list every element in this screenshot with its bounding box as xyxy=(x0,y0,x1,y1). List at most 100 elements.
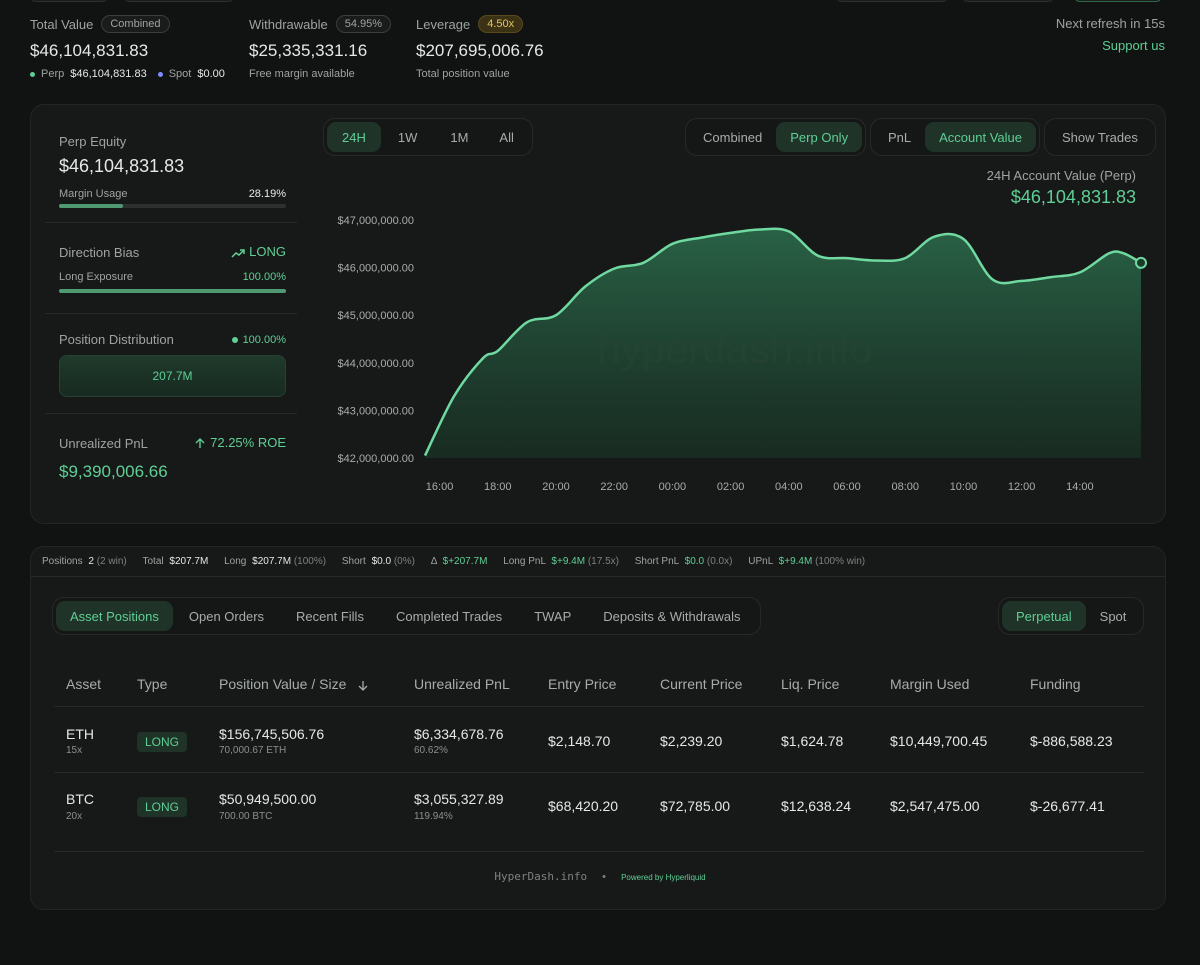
long-value: $207.7M xyxy=(252,556,292,567)
current-price: $2,239.20 xyxy=(660,733,723,749)
area-fill xyxy=(425,228,1141,458)
col-entry-price[interactable]: Entry Price xyxy=(548,676,617,692)
short-pct: (0%) xyxy=(393,556,415,567)
col-margin-used[interactable]: Margin Used xyxy=(890,676,970,692)
divider xyxy=(31,576,1165,577)
tab-spot[interactable]: Spot xyxy=(1099,608,1127,624)
withdrawable-summary: Withdrawable 54.95% $25,335,331.16 Free … xyxy=(249,15,392,80)
withdrawable-badge: 54.95% xyxy=(335,15,392,33)
col-unrealized-pnl[interactable]: Unrealized PnL xyxy=(414,676,510,692)
x-tick-label: 08:00 xyxy=(891,481,919,493)
combined-badge: Combined xyxy=(101,15,170,33)
col-position-value[interactable]: Position Value / Size xyxy=(219,676,368,692)
x-tick-label: 12:00 xyxy=(1008,481,1036,493)
short-pnl-x: (0.0x) xyxy=(706,556,733,567)
x-tick-label: 00:00 xyxy=(659,481,687,493)
footer: HyperDash.info • Powered by Hyperliquid xyxy=(0,870,1200,883)
top-ghost-button[interactable] xyxy=(30,0,108,2)
top-ghost-button[interactable] xyxy=(962,0,1054,2)
col-liq-price[interactable]: Liq. Price xyxy=(781,676,840,692)
perp-equity-value: $46,104,831.83 xyxy=(59,156,185,176)
positions-win: (2 win) xyxy=(96,556,127,567)
top-ghost-button[interactable] xyxy=(124,0,234,2)
positions-count: 2 xyxy=(88,556,94,567)
short-label: Short xyxy=(341,556,366,567)
short-pnl-label: Short PnL xyxy=(634,556,679,567)
metric-pnl[interactable]: PnL xyxy=(888,129,912,145)
divider xyxy=(45,313,297,314)
long-pct: (100%) xyxy=(293,556,327,567)
upnl-win: (100% win) xyxy=(815,556,866,567)
tab-deposits-withdrawals[interactable]: Deposits & Withdrawals xyxy=(603,608,741,624)
short-value: $0.0 xyxy=(371,556,392,567)
y-tick-label: $47,000,000.00 xyxy=(338,215,414,227)
y-tick-label: $45,000,000.00 xyxy=(338,310,414,322)
long-exposure-label: Long Exposure xyxy=(59,271,133,283)
y-tick-label: $46,000,000.00 xyxy=(338,263,414,275)
metric-selector: PnL Account Value xyxy=(870,118,1041,156)
positions-summary-bar: Positions 2 (2 win) Total $207.7M Long $… xyxy=(42,556,865,567)
unrealized-pnl: $3,055,327.89 xyxy=(414,791,504,807)
position-distribution-bar[interactable]: 207.7M xyxy=(59,355,286,397)
position-value: $156,745,506.76 xyxy=(219,726,325,742)
total-label: Total xyxy=(142,556,164,567)
support-us-link[interactable]: Support us xyxy=(1102,38,1165,53)
tab-recent-fills[interactable]: Recent Fills xyxy=(296,608,364,624)
current-point-marker[interactable] xyxy=(1135,256,1147,269)
x-tick-label: 20:00 xyxy=(542,481,570,493)
tab-twap[interactable]: TWAP xyxy=(534,608,572,624)
x-tick-label: 16:00 xyxy=(426,481,454,493)
col-asset[interactable]: Asset xyxy=(66,676,102,692)
margin-usage-label: Margin Usage xyxy=(59,188,128,200)
unrealized-pnl-value: $9,390,006.66 xyxy=(59,462,168,481)
leverage-amount: $207,695,006.76 xyxy=(416,41,544,60)
mode-perp-only[interactable]: Perp Only xyxy=(776,122,863,152)
perp-label: Perp xyxy=(41,68,65,80)
chart-current-value: $46,104,831.83 xyxy=(1010,187,1136,207)
unrealized-pnl-pct: 119.94% xyxy=(414,811,453,822)
perp-value: $46,104,831.83 xyxy=(70,68,147,80)
x-tick-label: 06:00 xyxy=(833,481,861,493)
col-position-value-label: Position Value / Size xyxy=(219,676,347,692)
col-funding[interactable]: Funding xyxy=(1030,676,1081,692)
leverage-badge: 4.50x xyxy=(478,15,524,33)
top-ghost-button[interactable] xyxy=(836,0,948,2)
long-label: Long xyxy=(224,556,247,567)
col-type[interactable]: Type xyxy=(137,676,168,692)
range-24h[interactable]: 24H xyxy=(327,122,381,152)
long-pnl-value: $+9.4M xyxy=(551,556,586,567)
y-tick-label: $44,000,000.00 xyxy=(338,358,414,370)
range-1w[interactable]: 1W xyxy=(397,129,418,145)
long-exposure-bar xyxy=(59,289,286,293)
spot-dot-icon xyxy=(157,71,163,77)
tab-completed-trades[interactable]: Completed Trades xyxy=(395,608,503,624)
arrow-down-icon xyxy=(358,680,368,691)
range-1m[interactable]: 1M xyxy=(450,129,469,145)
position-size: 70,000.67 ETH xyxy=(219,745,287,756)
position-distribution-pct-text: 100.00% xyxy=(242,334,286,346)
spot-label: Spot xyxy=(168,68,192,80)
asset-name: ETH xyxy=(66,726,94,742)
unrealized-pnl: $6,334,678.76 xyxy=(414,726,504,742)
col-current-price[interactable]: Current Price xyxy=(660,676,743,692)
trend-up-icon xyxy=(231,248,245,258)
position-type-badge: LONG xyxy=(137,797,188,817)
mode-combined[interactable]: Combined xyxy=(703,129,763,145)
x-tick-label: 22:00 xyxy=(600,481,628,493)
green-dot-icon xyxy=(231,337,238,344)
tab-asset-positions[interactable]: Asset Positions xyxy=(56,601,173,631)
tab-open-orders[interactable]: Open Orders xyxy=(188,608,265,624)
arrow-up-icon xyxy=(195,438,205,449)
funding: $-886,588.23 xyxy=(1030,733,1113,749)
metric-account-value[interactable]: Account Value xyxy=(925,122,1037,152)
long-pnl-label: Long PnL xyxy=(503,556,546,567)
tab-perpetual[interactable]: Perpetual xyxy=(1002,601,1086,631)
range-all[interactable]: All xyxy=(499,129,514,145)
top-ghost-button[interactable] xyxy=(1074,0,1162,2)
liq-price: $12,638.24 xyxy=(781,798,852,814)
roe-text: 72.25% ROE xyxy=(210,435,286,450)
footer-powered-link[interactable]: Powered by Hyperliquid xyxy=(621,873,706,882)
show-trades-button[interactable]: Show Trades xyxy=(1044,118,1156,156)
delta-value: $+207.7M xyxy=(442,556,488,567)
asset-name: BTC xyxy=(66,791,94,807)
